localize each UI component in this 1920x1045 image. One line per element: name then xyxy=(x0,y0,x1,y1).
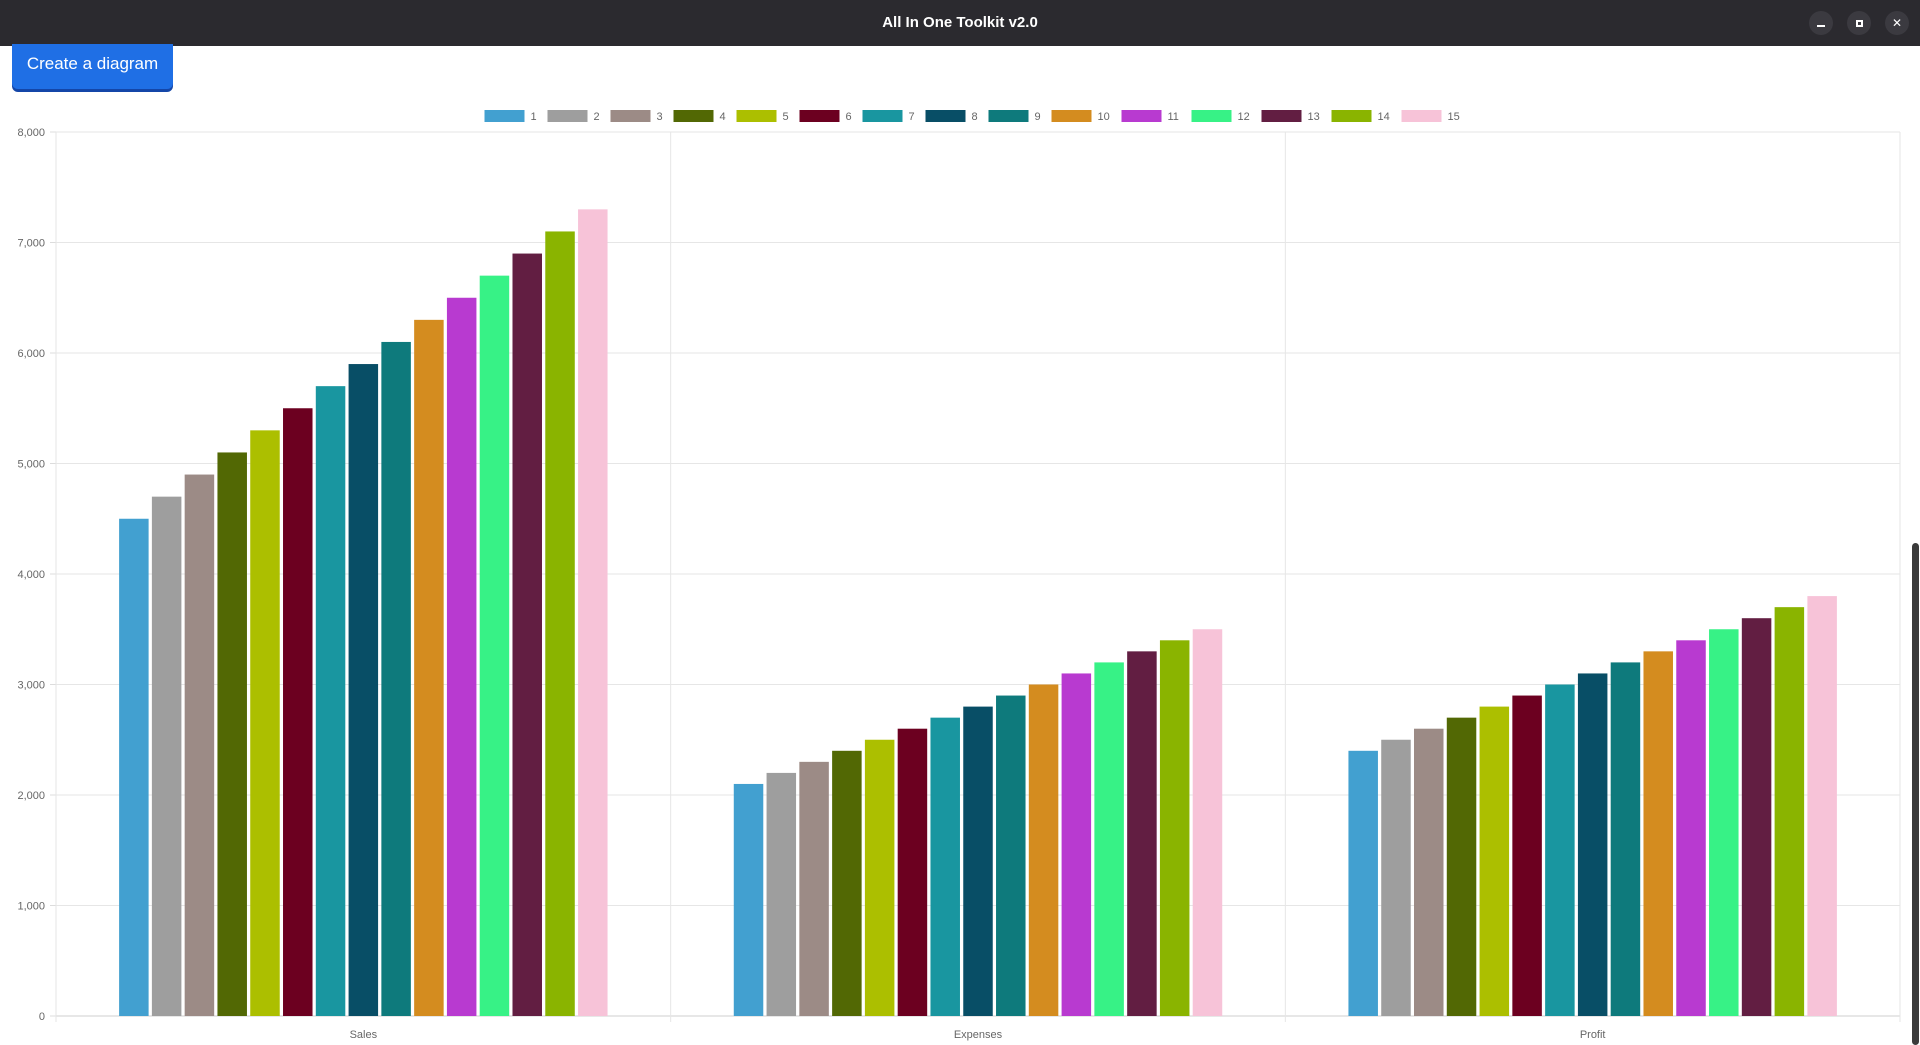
legend-label: 11 xyxy=(1168,111,1179,123)
legend-label: 7 xyxy=(909,111,915,123)
bar-profit-4 xyxy=(1446,717,1477,1016)
x-tick-label: Profit xyxy=(1580,1029,1606,1041)
bar-expenses-1 xyxy=(733,783,764,1016)
maximize-button[interactable] xyxy=(1847,11,1871,35)
bar-expenses-2 xyxy=(766,772,797,1016)
legend-swatch xyxy=(799,110,840,122)
bar-sales-1 xyxy=(119,518,149,1016)
legend-swatch xyxy=(1261,110,1302,122)
minimize-button[interactable] xyxy=(1809,11,1833,35)
bar-sales-9 xyxy=(381,341,411,1016)
legend-label: 12 xyxy=(1238,111,1250,123)
bar-expenses-5 xyxy=(864,739,895,1016)
bar-profit-8 xyxy=(1577,673,1608,1016)
legend-swatch xyxy=(673,110,714,122)
bar-expenses-14 xyxy=(1159,640,1190,1016)
y-tick-label: 7,000 xyxy=(17,238,45,250)
bar-sales-13 xyxy=(512,253,542,1017)
bar-profit-11 xyxy=(1676,640,1706,1016)
bar-expenses-3 xyxy=(799,761,829,1016)
bar-profit-1 xyxy=(1348,750,1378,1016)
minimize-icon xyxy=(1817,25,1825,27)
bar-expenses-8 xyxy=(963,706,993,1016)
bar-sales-4 xyxy=(217,452,247,1016)
y-tick-label: 1,000 xyxy=(17,901,45,913)
legend-label: 3 xyxy=(657,111,663,123)
y-tick-label: 3,000 xyxy=(17,680,45,692)
legend-label: 2 xyxy=(594,111,600,123)
legend-label: 10 xyxy=(1098,111,1110,123)
bar-expenses-6 xyxy=(897,728,928,1016)
legend-label: 8 xyxy=(972,111,978,123)
y-tick-label: 5,000 xyxy=(17,459,45,471)
bar-sales-3 xyxy=(184,474,215,1016)
bar-profit-5 xyxy=(1479,706,1510,1016)
create-diagram-button[interactable]: Create a diagram xyxy=(12,44,173,89)
y-tick-label: 2,000 xyxy=(17,790,45,802)
legend-swatch xyxy=(1401,110,1442,122)
bar-sales-2 xyxy=(151,496,182,1016)
bar-expenses-11 xyxy=(1061,673,1092,1016)
bar-profit-15 xyxy=(1807,596,1837,1016)
legend-swatch xyxy=(610,110,651,122)
bar-expenses-9 xyxy=(996,695,1026,1016)
legend-swatch xyxy=(925,110,966,122)
legend-label: 14 xyxy=(1378,111,1390,123)
bar-chart: 0 1,000 2,000 3,000 4,000 5,000 6,000 7,000 8,00… xyxy=(17,110,1901,1041)
close-button[interactable]: ✕ xyxy=(1885,11,1909,35)
bar-sales-15 xyxy=(578,209,608,1017)
legend-swatch xyxy=(1121,110,1162,122)
legend-swatch xyxy=(988,110,1029,122)
bar-expenses-15 xyxy=(1192,629,1223,1016)
legend-swatch xyxy=(1331,110,1372,122)
bar-profit-7 xyxy=(1545,684,1575,1016)
y-tick-label: 0 xyxy=(39,1011,45,1023)
legend-label: 6 xyxy=(846,111,852,123)
bar-sales-7 xyxy=(315,386,346,1016)
legend-swatch xyxy=(1191,110,1232,122)
y-tick-label: 8,000 xyxy=(17,127,45,139)
bar-sales-8 xyxy=(348,364,379,1016)
legend-swatch xyxy=(862,110,903,122)
bar-sales-6 xyxy=(283,408,313,1016)
bar-sales-12 xyxy=(479,275,510,1016)
y-tick-label: 6,000 xyxy=(17,348,45,360)
scrollbar-thumb[interactable] xyxy=(1912,543,1919,1045)
y-tick-label: 4,000 xyxy=(17,569,45,581)
window-title: All In One Toolkit v2.0 xyxy=(882,14,1038,31)
bar-expenses-13 xyxy=(1127,651,1157,1016)
close-icon: ✕ xyxy=(1891,16,1903,30)
bar-sales-5 xyxy=(250,430,280,1017)
legend-swatch xyxy=(736,110,777,122)
maximize-icon xyxy=(1855,19,1863,27)
legend-label: 1 xyxy=(531,111,537,123)
bar-profit-10 xyxy=(1643,651,1673,1016)
bar-sales-14 xyxy=(545,231,575,1016)
bar-profit-13 xyxy=(1741,618,1772,1016)
bar-expenses-4 xyxy=(832,750,862,1016)
legend-swatch xyxy=(547,110,588,122)
x-tick-label: Sales xyxy=(350,1029,378,1041)
bar-profit-12 xyxy=(1709,629,1739,1016)
legend-label: 9 xyxy=(1035,111,1041,123)
legend-label: 13 xyxy=(1308,111,1320,123)
bar-sales-11 xyxy=(446,297,477,1016)
bar-expenses-12 xyxy=(1094,662,1124,1016)
bar-profit-6 xyxy=(1512,695,1542,1016)
legend-label: 4 xyxy=(720,111,726,123)
bar-expenses-10 xyxy=(1028,684,1059,1016)
legend-swatch xyxy=(484,110,525,122)
legend-label: 5 xyxy=(783,111,789,123)
bar-sales-10 xyxy=(414,319,444,1017)
bar-profit-2 xyxy=(1381,739,1411,1016)
bar-profit-9 xyxy=(1610,662,1641,1016)
bar-profit-14 xyxy=(1774,607,1805,1016)
legend-label: 15 xyxy=(1448,111,1460,123)
bar-expenses-7 xyxy=(930,717,960,1016)
bar-profit-3 xyxy=(1414,728,1444,1016)
title-bar: All In One Toolkit v2.0 ✕ xyxy=(0,0,1920,46)
legend-swatch xyxy=(1051,110,1092,122)
x-tick-label: Expenses xyxy=(954,1029,1003,1041)
